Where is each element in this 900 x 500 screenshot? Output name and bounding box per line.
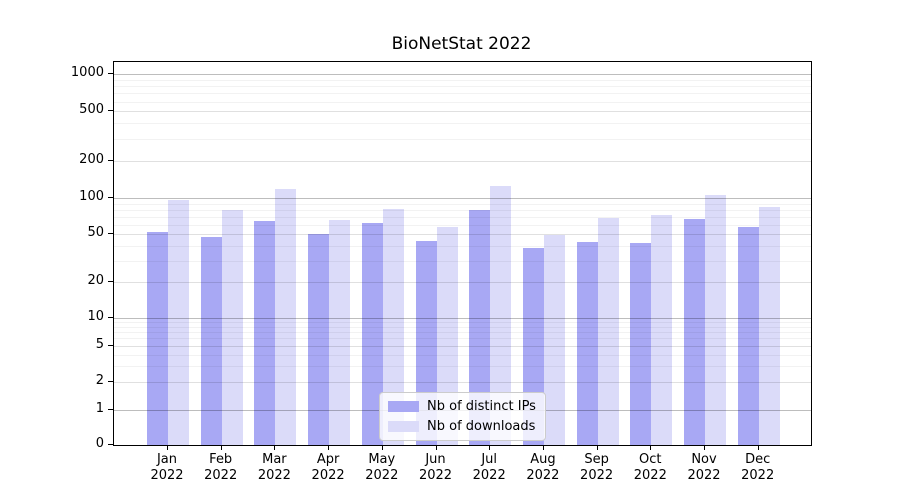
- x-tick-mark-jul: [489, 445, 491, 450]
- y-tick-label-1000: 1000: [70, 65, 104, 80]
- x-tick-label-apr: Apr 2022: [311, 452, 345, 483]
- x-tick-label-feb: Feb 2022: [204, 452, 238, 483]
- x-tick-mark-jan: [167, 445, 168, 450]
- x-tick-label-dec: Dec 2022: [741, 452, 775, 483]
- bar-distinct-ips-jul: [469, 210, 491, 445]
- bar-distinct-ips-may: [361, 222, 383, 445]
- legend-label-downloads: Nb of downloads: [427, 419, 536, 434]
- y-tick-mark-50: [108, 233, 113, 235]
- x-tick-mark-sep: [596, 445, 598, 450]
- y-tick-label-50: 50: [87, 225, 104, 241]
- x-tick-mark-feb: [220, 445, 222, 450]
- x-tick-label-jul: Jul 2022: [472, 452, 506, 483]
- y-tick-label-0: 0: [95, 436, 104, 451]
- bar-downloads-may: [382, 209, 404, 445]
- y-tick-label-20: 20: [87, 272, 104, 288]
- x-tick-mark-oct: [650, 445, 652, 450]
- legend-item-downloads: Nb of downloads: [388, 419, 536, 434]
- y-tick-label-2: 2: [95, 373, 104, 389]
- y-tick-label-1: 1: [95, 401, 104, 416]
- chart-title: BioNetStat 2022: [391, 34, 532, 54]
- bar-distinct-ips-mar: [254, 220, 276, 445]
- bar-downloads-dec: [758, 206, 780, 445]
- bar-downloads-jan: [168, 199, 189, 445]
- y-tick-label-200: 200: [79, 151, 104, 167]
- x-tick-mark-aug: [542, 445, 544, 450]
- bar-distinct-ips-apr: [308, 234, 330, 445]
- x-tick-label-may: May 2022: [365, 452, 399, 483]
- bar-downloads-nov: [705, 194, 726, 445]
- x-tick-mark-may: [381, 445, 383, 450]
- bar-downloads-feb: [221, 210, 243, 445]
- y-tick-mark-1: [108, 409, 113, 410]
- y-tick-mark-10: [108, 317, 113, 318]
- x-tick-mark-apr: [328, 445, 330, 450]
- x-tick-mark-nov: [704, 445, 705, 450]
- bar-distinct-ips-dec: [737, 227, 759, 445]
- x-tick-label-jun: Jun 2022: [418, 452, 453, 483]
- bar-distinct-ips-jan: [147, 232, 168, 445]
- bar-distinct-ips-nov: [684, 218, 705, 445]
- y-tick-mark-200: [108, 159, 113, 161]
- x-tick-label-jan: Jan 2022: [150, 452, 184, 483]
- bar-downloads-mar: [275, 189, 297, 445]
- bar-distinct-ips-sep: [576, 242, 598, 445]
- bar-downloads-jun: [436, 227, 458, 445]
- x-tick-label-mar: Mar 2022: [257, 452, 291, 483]
- x-tick-label-aug: Aug 2022: [526, 452, 560, 483]
- y-tick-label-5: 5: [95, 336, 104, 352]
- x-tick-label-oct: Oct 2022: [633, 452, 667, 483]
- legend-swatch-distinct-ips: [388, 401, 419, 412]
- bar-distinct-ips-feb: [200, 237, 222, 445]
- y-tick-mark-5: [108, 344, 113, 346]
- x-tick-label-nov: Nov 2022: [687, 452, 721, 483]
- bar-downloads-aug: [543, 235, 565, 445]
- bar-downloads-jul: [490, 185, 512, 445]
- y-tick-mark-100: [108, 197, 113, 198]
- y-tick-mark-20: [108, 280, 113, 282]
- y-tick-mark-2: [108, 381, 113, 383]
- bar-downloads-oct: [651, 215, 673, 445]
- x-tick-mark-dec: [757, 445, 759, 450]
- bar-downloads-sep: [597, 218, 619, 445]
- plot-area: Nb of distinct IPs Nb of downloads: [113, 61, 812, 446]
- x-tick-mark-jun: [435, 445, 437, 450]
- x-tick-mark-mar: [274, 445, 276, 450]
- legend-label-distinct-ips: Nb of distinct IPs: [427, 399, 536, 414]
- x-tick-label-sep: Sep 2022: [580, 452, 614, 483]
- bars-layer: [114, 62, 811, 445]
- y-tick-mark-0: [108, 444, 113, 445]
- y-tick-label-100: 100: [79, 189, 104, 204]
- y-tick-label-500: 500: [79, 102, 104, 118]
- bar-distinct-ips-oct: [630, 243, 652, 445]
- legend: Nb of distinct IPs Nb of downloads: [379, 392, 546, 441]
- y-tick-label-10: 10: [87, 309, 104, 324]
- legend-swatch-downloads: [388, 421, 419, 432]
- y-tick-mark-1000: [108, 73, 113, 74]
- bar-downloads-apr: [329, 219, 351, 445]
- y-tick-mark-500: [108, 110, 113, 112]
- legend-item-distinct-ips: Nb of distinct IPs: [388, 399, 536, 414]
